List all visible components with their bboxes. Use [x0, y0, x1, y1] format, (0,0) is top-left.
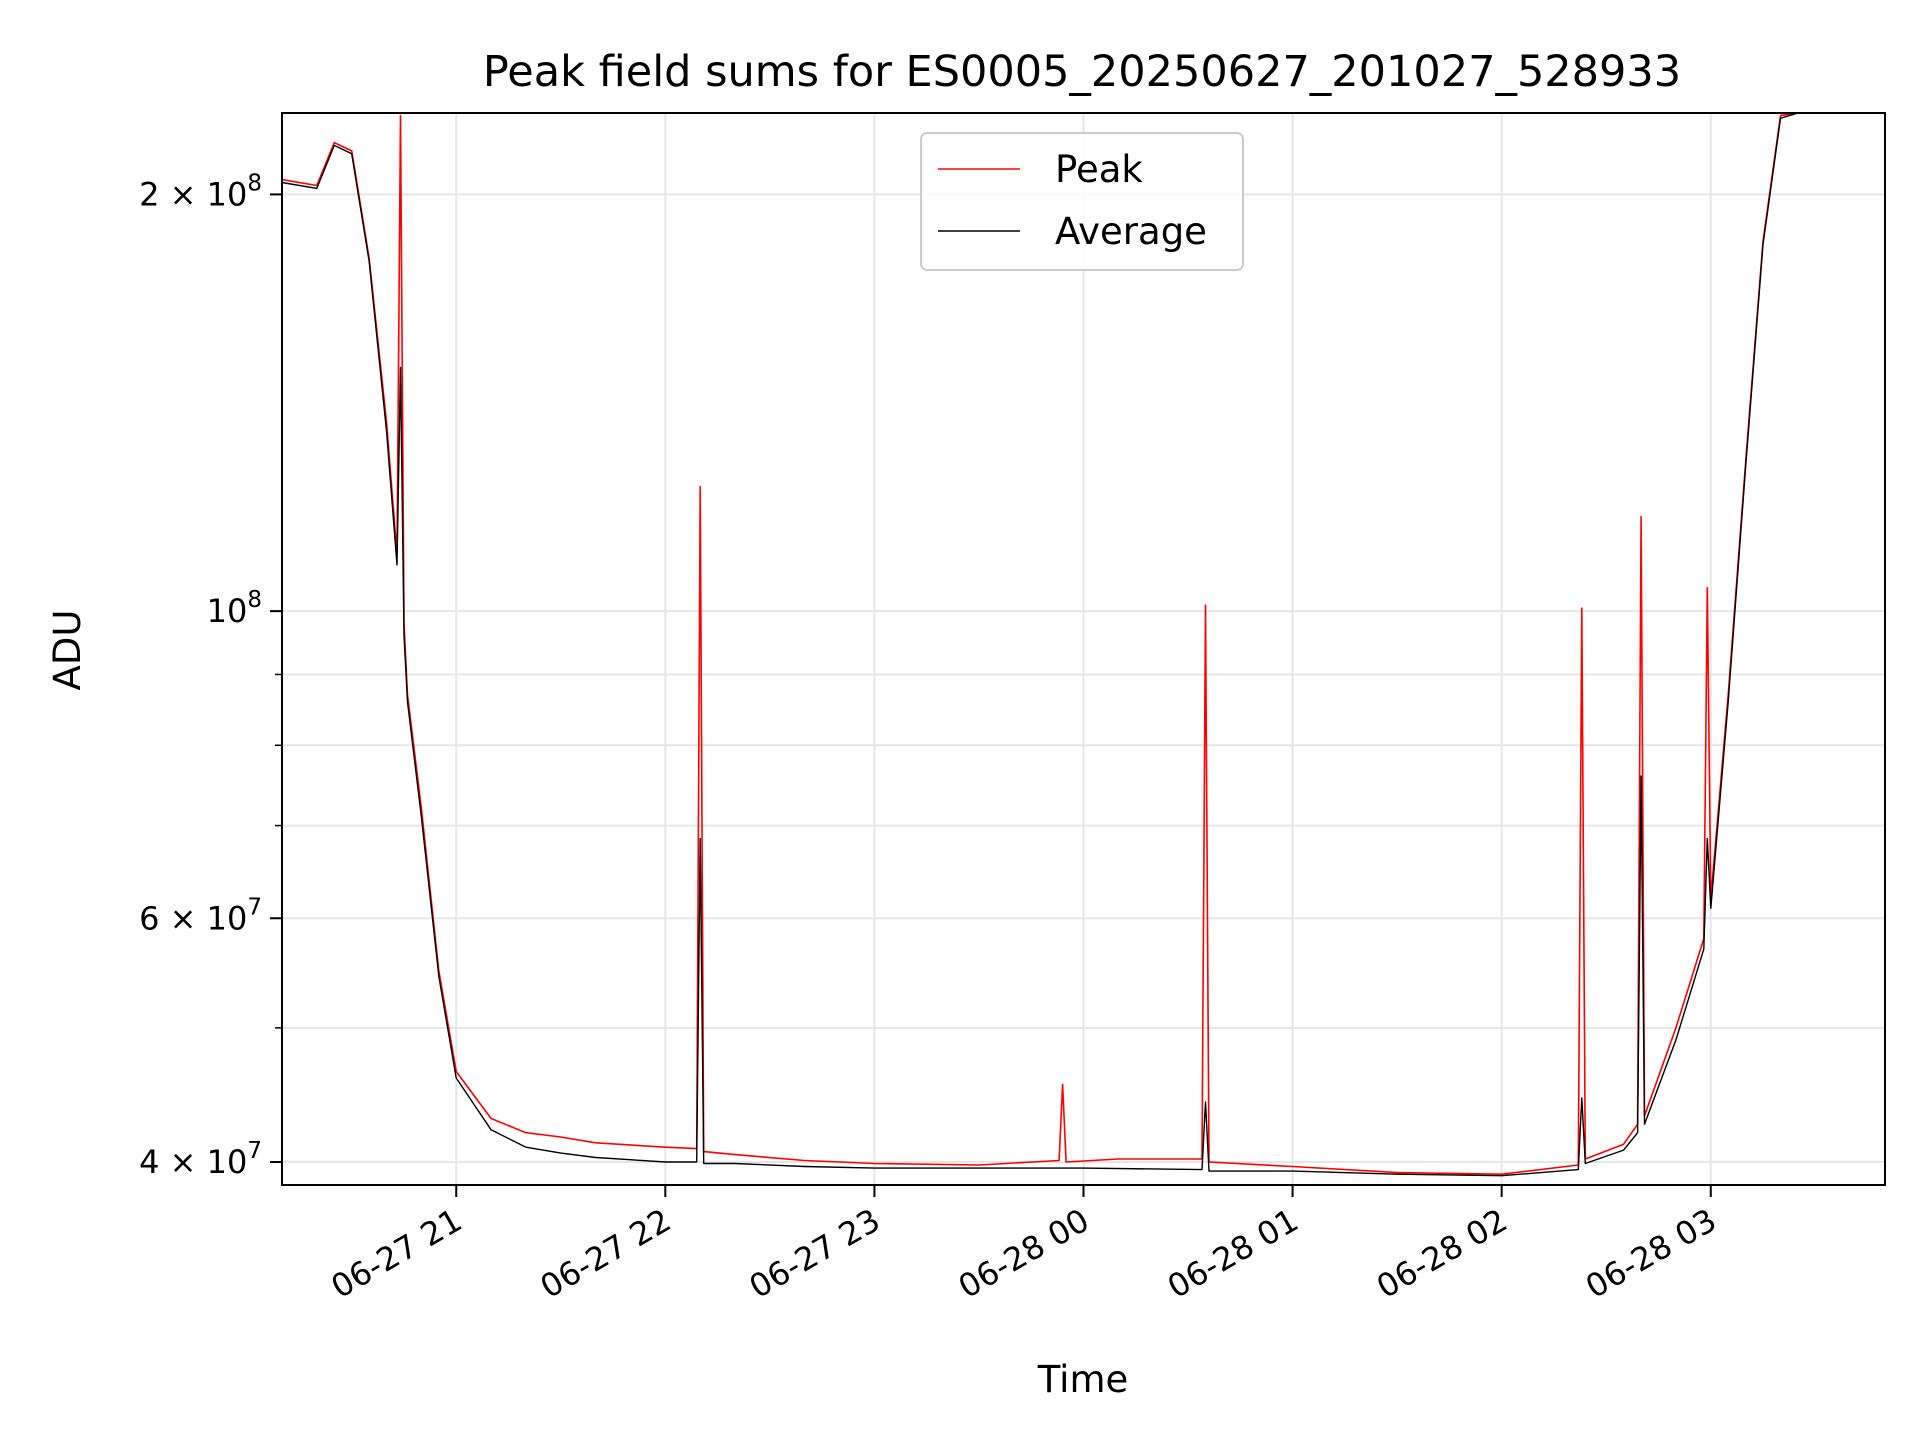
- y-axis-label: ADU: [46, 610, 89, 691]
- y-tick-label: 4 × 107: [139, 1138, 262, 1181]
- chart-title: Peak field sums for ES0005_20250627_2010…: [483, 47, 1681, 97]
- y-tick-label: 108: [207, 587, 262, 630]
- legend-label-peak: Peak: [1055, 148, 1143, 191]
- legend: Peak Average: [920, 132, 1244, 271]
- legend-box: [920, 132, 1244, 271]
- series-average-line: [281, 112, 1885, 1177]
- y-tick-label: 6 × 107: [139, 894, 262, 937]
- y-axis-ticks: 4 × 107 6 × 107 108 2 × 108: [139, 170, 282, 1181]
- series-layer: [281, 112, 1885, 1177]
- y-tick-label: 2 × 108: [139, 170, 262, 213]
- x-axis-label: Time: [1037, 1358, 1129, 1401]
- legend-label-average: Average: [1055, 210, 1207, 253]
